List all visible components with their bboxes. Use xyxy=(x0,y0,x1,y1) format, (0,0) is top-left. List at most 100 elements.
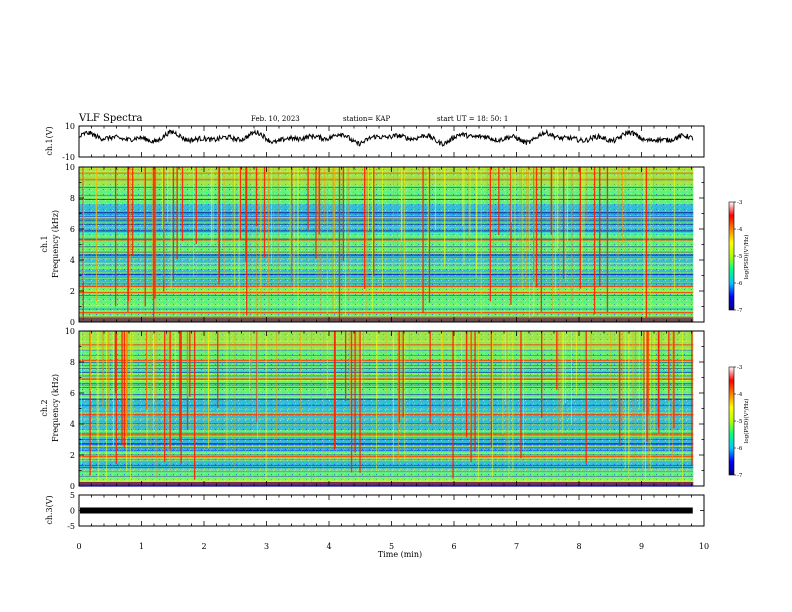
ch1-spec-sferic xyxy=(320,167,322,312)
ch2-spec-sferic xyxy=(628,331,630,465)
ch2-spec-sferic xyxy=(97,331,99,482)
ch2-spec-sferic xyxy=(565,331,567,403)
spec-ytick-label: 4 xyxy=(70,256,75,265)
ch1-spec-sferic xyxy=(583,167,585,237)
ch1-spec-sferic xyxy=(514,167,516,244)
ch1-spec-sferic xyxy=(172,167,175,281)
ch2-spec-striation xyxy=(79,398,694,400)
ch1-spec-striation xyxy=(79,238,694,240)
ch1-spec-striation xyxy=(79,213,694,215)
ch1-spec-striation xyxy=(79,258,694,260)
ch1-spec-sferic xyxy=(223,167,225,277)
ch1-spec-sferic xyxy=(334,167,336,244)
spec-ytick-label: 0 xyxy=(70,318,75,327)
ch1-spec-sferic xyxy=(324,167,325,225)
colorbar-tick-label: -5 xyxy=(737,254,743,260)
ch1-spec-sferic xyxy=(521,167,523,287)
ch2-spec-sferic xyxy=(344,331,347,401)
ch2-spec-sferic xyxy=(506,331,508,454)
ch2-spec-sferic xyxy=(96,331,98,442)
ch2-spec-sferic xyxy=(265,331,267,482)
ch2-spec-sferic xyxy=(658,331,660,427)
ch1-spec-sferic xyxy=(444,167,446,263)
ch2-spec-striation xyxy=(79,450,694,452)
ch2-spec-sferic xyxy=(155,331,157,478)
ch1-spec-emission-line xyxy=(79,239,694,241)
ch1-spec-sferic xyxy=(153,167,155,322)
x-tick-label: 4 xyxy=(326,542,331,551)
ch2-spec-sferic xyxy=(397,331,399,465)
ch2-spec-sferic xyxy=(256,331,258,423)
ch2-spec-sferic xyxy=(490,331,493,447)
ch2-spec-sferic xyxy=(187,331,189,398)
ch1-spec-sferic xyxy=(507,167,509,254)
ch2-spec-sferic xyxy=(562,331,564,434)
ch1-spec-sferic xyxy=(273,167,275,271)
ch1-spec-striation xyxy=(79,217,694,219)
ch1-spec-striation xyxy=(79,220,694,222)
spec-ytick-label: 2 xyxy=(70,287,75,296)
ch2-spec-sferic xyxy=(647,331,649,470)
ch2-spec-striation xyxy=(79,485,694,487)
ch1-spec-striation xyxy=(79,195,694,196)
ch1-spec-sferic xyxy=(211,167,212,244)
ch1-spec-sferic xyxy=(365,167,367,319)
ch1-spec-sferic xyxy=(510,167,512,305)
ch2-spec-sferic xyxy=(179,331,181,441)
spec-ytick-label: 10 xyxy=(65,163,75,172)
ch1-spec-sferic xyxy=(565,167,567,282)
ch1-spec-sferic xyxy=(130,167,131,303)
ch1-spec-striation xyxy=(79,197,694,199)
ch2-spec-striation xyxy=(79,476,694,478)
x-tick-label: 9 xyxy=(639,542,644,551)
ch2-spectrogram xyxy=(79,331,694,487)
ch2-spec-sferic xyxy=(642,331,644,470)
ch2-spec-striation xyxy=(79,436,694,438)
ch2-spec-striation xyxy=(79,460,694,462)
ch2-spec-sferic xyxy=(691,331,693,466)
ch1-spec-sferic xyxy=(297,167,299,313)
ch2-spec-sferic xyxy=(502,331,504,435)
ch1-spec-sferic xyxy=(435,167,436,231)
ch2-spec-sferic xyxy=(474,331,476,452)
ch2-spec-sferic xyxy=(164,331,166,463)
x-tick-label: 10 xyxy=(699,542,709,551)
ch2-spec-emission-line xyxy=(79,434,694,436)
ch1-spec-striation xyxy=(79,272,694,274)
ch1-spec-sferic xyxy=(550,167,552,235)
x-tick-label: 5 xyxy=(389,542,394,551)
ch1-spec-sferic xyxy=(511,167,512,223)
ch2-spec-sferic xyxy=(624,331,626,469)
ch1-spec-striation xyxy=(79,171,694,172)
ch2-spec-sferic xyxy=(130,331,131,481)
ch1-spec-sferic xyxy=(255,167,258,227)
ch2-colorbar-label: log(PSD)(V²/Hz) xyxy=(743,399,750,444)
ch1-spec-sferic xyxy=(212,167,214,244)
ch1-spec-sferic xyxy=(132,167,134,256)
ch1-spec-sferic xyxy=(176,167,178,260)
ch2-spec-sferic xyxy=(217,331,219,408)
ch1-spectrogram-ylabel-channel: ch.1 xyxy=(40,235,49,252)
ch2-spec-sferic xyxy=(204,331,206,433)
ch2-spec-bottom-band xyxy=(79,482,694,486)
ch2-spec-sferic xyxy=(276,331,277,439)
ch2-spec-sferic xyxy=(452,331,454,479)
ch2-spec-sferic xyxy=(409,331,411,423)
ch2-spec-striation xyxy=(79,443,694,445)
ch2-spec-striation xyxy=(79,467,694,468)
ch1-spec-sferic xyxy=(392,167,394,268)
ch2-spec-sferic xyxy=(153,331,155,405)
ch3-ylabel: ch.3(V) xyxy=(45,495,54,524)
ch2-spec-sferic xyxy=(152,331,154,432)
ch1-spec-striation xyxy=(79,198,694,200)
ch2-spec-sferic xyxy=(350,331,353,473)
ch2-spectrogram-ylabel: Frequency (kHz) xyxy=(51,374,60,442)
ch1-spec-striation xyxy=(79,223,694,225)
ch1-spec-sferic xyxy=(557,167,559,249)
ch1-spec-sferic xyxy=(260,167,262,288)
ch1-spec-sferic xyxy=(315,167,317,259)
ch2-spec-sferic xyxy=(441,331,443,394)
ch2-spec-striation xyxy=(79,447,694,449)
ch1-spec-sferic xyxy=(326,167,328,271)
ch1-spec-striation xyxy=(79,277,694,279)
